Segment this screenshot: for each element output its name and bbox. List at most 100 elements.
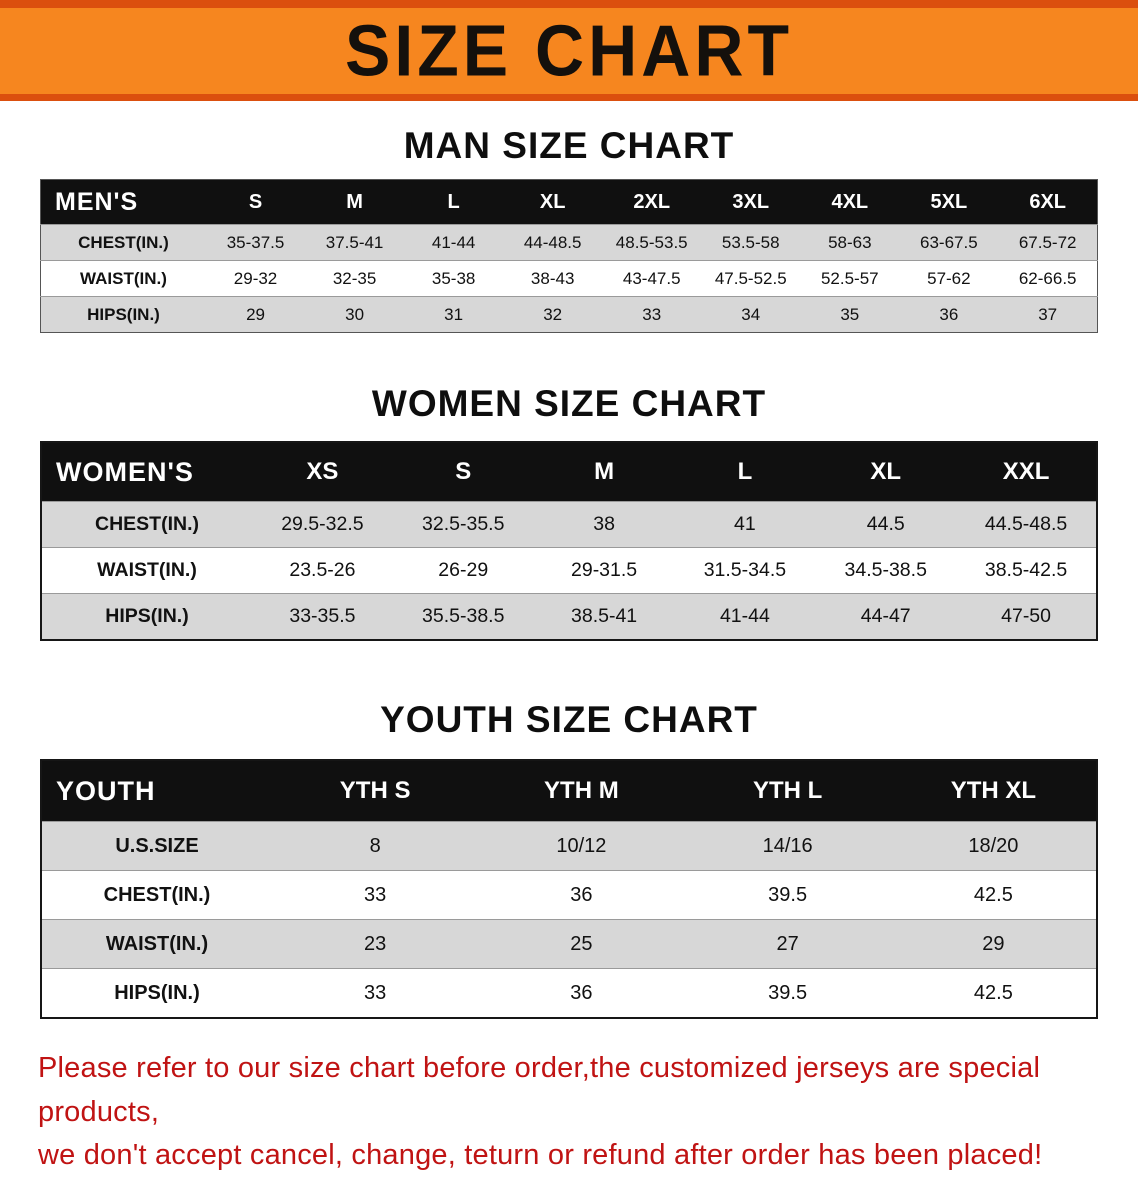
size-value-cell: 41-44 [404, 224, 504, 261]
row-label: CHEST(IN.) [40, 224, 206, 261]
size-column-header: M [533, 442, 675, 502]
row-label: HIPS(IN.) [40, 296, 206, 333]
youth-table-head: YOUTH YTH S YTH M YTH L YTH XL [41, 760, 1097, 822]
size-value-cell: 10/12 [478, 821, 685, 871]
size-value-cell: 25 [478, 919, 685, 969]
table-row: CHEST(IN.) 33 36 39.5 42.5 [41, 870, 1097, 920]
men-size-chart-section: MAN SIZE CHART MEN'S S M L XL 2XL 3XL 4XL 5XL 6X… [0, 125, 1138, 333]
size-column-header: M [305, 179, 405, 225]
size-column-header: 2XL [602, 179, 702, 225]
table-row: U.S.SIZE 8 10/12 14/16 18/20 [41, 821, 1097, 871]
size-value-cell: 47-50 [956, 593, 1097, 640]
size-value-cell: 32.5-35.5 [392, 501, 534, 548]
youth-header-row: YOUTH YTH S YTH M YTH L YTH XL [41, 760, 1097, 822]
women-size-table: WOMEN'S XS S M L XL XXL CHEST(IN.) 29.5-32.5 32… [40, 441, 1098, 641]
size-column-header: XXL [956, 442, 1097, 502]
size-value-cell: 33 [602, 296, 702, 333]
size-column-header: L [674, 442, 816, 502]
size-value-cell: 37.5-41 [305, 224, 405, 261]
table-row: HIPS(IN.) 33-35.5 35.5-38.5 38.5-41 41-44 44-… [41, 593, 1097, 640]
women-corner-label: WOMEN'S [41, 442, 252, 502]
size-value-cell: 67.5-72 [998, 224, 1098, 261]
women-chart-heading: WOMEN SIZE CHART [371, 383, 767, 424]
row-label: HIPS(IN.) [41, 968, 272, 1018]
size-value-cell: 57-62 [899, 260, 999, 297]
row-label: WAIST(IN.) [40, 260, 206, 297]
row-label: CHEST(IN.) [41, 870, 272, 920]
size-value-cell: 27 [684, 919, 891, 969]
row-label: U.S.SIZE [41, 821, 272, 871]
disclaimer-line-2: we don't accept cancel, change, teturn o… [38, 1139, 1043, 1171]
size-column-header: XS [252, 442, 393, 502]
table-row: CHEST(IN.) 35-37.5 37.5-41 41-44 44-48.5 48.5… [40, 224, 1098, 261]
women-table-head: WOMEN'S XS S M L XL XXL [41, 442, 1097, 502]
youth-size-table: YOUTH YTH S YTH M YTH L YTH XL U.S.SIZE 8 10/… [40, 759, 1098, 1019]
size-value-cell: 39.5 [684, 968, 891, 1018]
size-value-cell: 23 [272, 919, 479, 969]
row-label: WAIST(IN.) [41, 919, 272, 969]
size-value-cell: 53.5-58 [701, 224, 801, 261]
size-value-cell: 34.5-38.5 [815, 547, 957, 594]
size-value-cell: 14/16 [684, 821, 891, 871]
size-column-header: S [206, 179, 306, 225]
size-value-cell: 63-67.5 [899, 224, 999, 261]
table-row: WAIST(IN.) 23.5-26 26-29 29-31.5 31.5-34.5 34… [41, 547, 1097, 594]
row-label: CHEST(IN.) [41, 501, 252, 548]
size-value-cell: 33 [272, 968, 479, 1018]
size-column-header: S [392, 442, 534, 502]
youth-chart-heading: YOUTH SIZE CHART [380, 699, 758, 740]
size-value-cell: 30 [305, 296, 405, 333]
size-value-cell: 44-48.5 [503, 224, 603, 261]
size-value-cell: 35-37.5 [206, 224, 306, 261]
page-title: SIZE CHART [345, 10, 793, 92]
table-row: HIPS(IN.) 33 36 39.5 42.5 [41, 968, 1097, 1018]
disclaimer: Please refer to our size chart before or… [38, 1047, 1100, 1178]
size-column-header: 3XL [701, 179, 801, 225]
size-value-cell: 44-47 [815, 593, 957, 640]
size-value-cell: 18/20 [890, 821, 1097, 871]
size-value-cell: 35.5-38.5 [392, 593, 534, 640]
size-value-cell: 29 [890, 919, 1097, 969]
size-value-cell: 62-66.5 [998, 260, 1098, 297]
size-value-cell: 29-31.5 [533, 547, 675, 594]
size-value-cell: 36 [478, 870, 685, 920]
size-value-cell: 48.5-53.5 [602, 224, 702, 261]
women-size-chart-section: WOMEN SIZE CHART WOMEN'S XS S M L XL XXL CHES… [0, 383, 1138, 641]
size-column-header: XL [815, 442, 957, 502]
youth-corner-label: YOUTH [41, 760, 272, 822]
youth-table-body: U.S.SIZE 8 10/12 14/16 18/20 CHEST(IN.) 33 36 39… [41, 821, 1097, 1018]
size-column-header: YTH S [272, 760, 479, 822]
size-value-cell: 41-44 [674, 593, 816, 640]
size-column-header: XL [503, 179, 603, 225]
size-value-cell: 52.5-57 [800, 260, 900, 297]
size-column-header: YTH L [684, 760, 891, 822]
size-value-cell: 35 [800, 296, 900, 333]
size-value-cell: 47.5-52.5 [701, 260, 801, 297]
size-value-cell: 44.5-48.5 [956, 501, 1097, 548]
size-column-header: 5XL [899, 179, 999, 225]
size-column-header: L [404, 179, 504, 225]
size-value-cell: 39.5 [684, 870, 891, 920]
size-value-cell: 38 [533, 501, 675, 548]
size-value-cell: 36 [478, 968, 685, 1018]
size-value-cell: 38.5-41 [533, 593, 675, 640]
men-size-table: MEN'S S M L XL 2XL 3XL 4XL 5XL 6XL CHEST(IN.) 35-… [40, 179, 1098, 333]
size-value-cell: 29.5-32.5 [252, 501, 393, 548]
table-row: CHEST(IN.) 29.5-32.5 32.5-35.5 38 41 44.5 44.5… [41, 501, 1097, 548]
size-value-cell: 42.5 [890, 968, 1097, 1018]
table-row: WAIST(IN.) 29-32 32-35 35-38 38-43 43-47.5 47.… [40, 260, 1098, 297]
size-value-cell: 41 [674, 501, 816, 548]
women-header-row: WOMEN'S XS S M L XL XXL [41, 442, 1097, 502]
row-label: WAIST(IN.) [41, 547, 252, 594]
size-value-cell: 31.5-34.5 [674, 547, 816, 594]
size-value-cell: 31 [404, 296, 504, 333]
size-value-cell: 33 [272, 870, 479, 920]
men-corner-label: MEN'S [40, 179, 206, 225]
men-header-row: MEN'S S M L XL 2XL 3XL 4XL 5XL 6XL [40, 179, 1098, 225]
size-column-header: YTH M [478, 760, 685, 822]
size-value-cell: 8 [272, 821, 479, 871]
row-label: HIPS(IN.) [41, 593, 252, 640]
women-table-body: CHEST(IN.) 29.5-32.5 32.5-35.5 38 41 44.5 44.5… [41, 501, 1097, 640]
size-value-cell: 29 [206, 296, 306, 333]
